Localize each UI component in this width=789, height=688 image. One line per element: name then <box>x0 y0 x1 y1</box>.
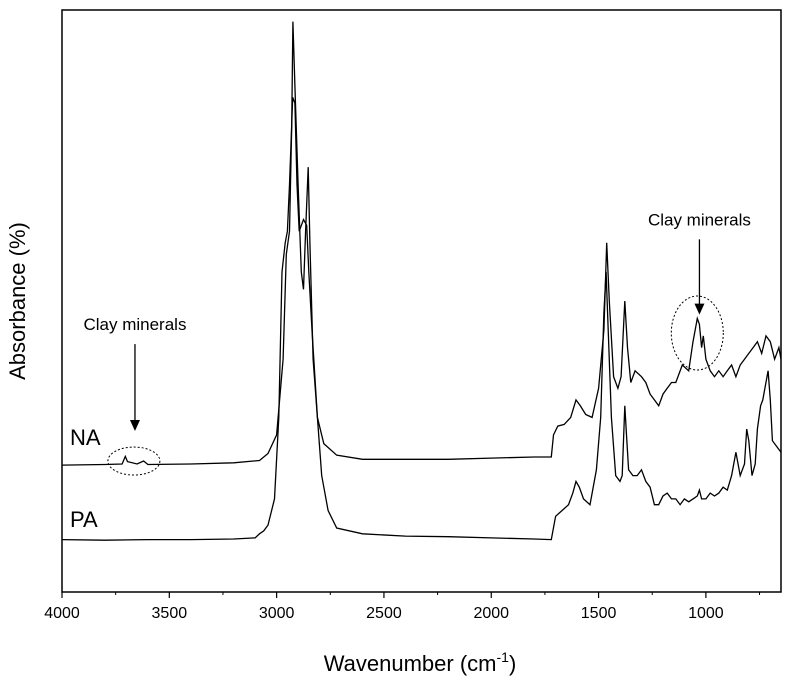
series-line-pa <box>61 97 782 541</box>
series-label-pa: PA <box>70 507 98 532</box>
x-axis-ticks: 4000 3500 3000 2500 2000 1500 1000 <box>44 592 761 622</box>
x-tick-label: 2000 <box>473 605 509 622</box>
x-axis-label-tail: ) <box>509 651 516 676</box>
x-tick-label: 1000 <box>688 605 724 622</box>
x-tick-label: 2500 <box>366 605 402 622</box>
annotation-arrow-head <box>694 303 705 315</box>
annotation-text: Clay minerals <box>83 315 186 334</box>
annotation-text: Clay minerals <box>648 210 751 229</box>
series-lines <box>61 21 782 541</box>
plot-frame <box>61 9 782 593</box>
x-axis-label-main: Wavenumber (cm <box>324 651 497 676</box>
x-tick-label: 3500 <box>152 605 188 622</box>
x-tick-label: 3000 <box>259 605 295 622</box>
x-tick-label: 1500 <box>581 605 617 622</box>
y-axis-label: Absorbance (%) <box>5 222 30 380</box>
x-axis-label: Wavenumber (cm-1) <box>324 649 517 676</box>
annotation-ellipse <box>107 446 161 476</box>
annotation-ellipse <box>670 295 724 371</box>
series-label-na: NA <box>70 425 101 450</box>
annotations: Clay minerals Clay minerals <box>83 210 751 476</box>
series-line-na <box>61 21 782 466</box>
x-axis-label-sup: -1 <box>497 649 510 665</box>
x-tick-label: 4000 <box>44 605 80 622</box>
annotation-arrow-head <box>129 420 140 432</box>
